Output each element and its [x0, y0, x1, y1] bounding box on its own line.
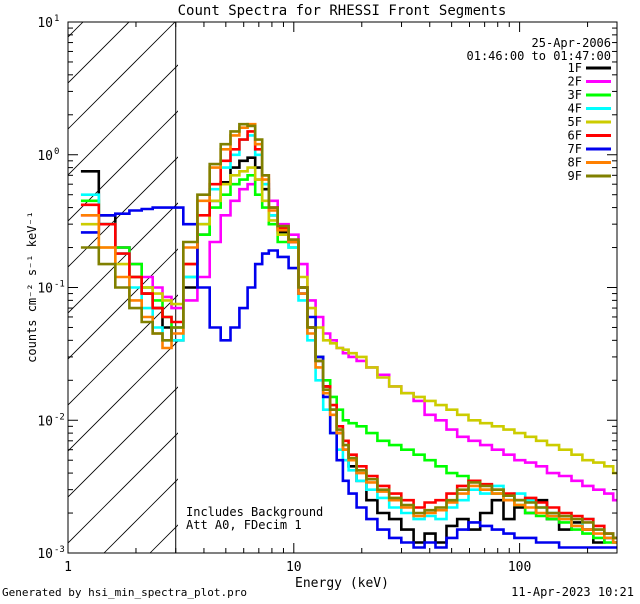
y-tick-base: 10	[37, 282, 53, 297]
hatch-line	[68, 294, 178, 406]
legend-label-4F: 4F	[568, 102, 582, 116]
hatch-line	[68, 156, 178, 268]
series-line-7F	[80, 206, 617, 549]
y-tick-exponent: -1	[54, 280, 65, 290]
hatch-line	[68, 22, 176, 130]
y-tick-exponent: 0	[54, 147, 59, 157]
legend-label-9F: 9F	[568, 169, 582, 183]
hatch-line	[68, 248, 178, 360]
time-range-label: 01:46:00 to 01:47:00	[467, 49, 612, 63]
y-tick-label: 10 1	[37, 14, 59, 31]
hatch-line	[68, 110, 178, 222]
y-tick-label: 10 -3	[37, 545, 65, 562]
y-tick-base: 10	[37, 16, 53, 31]
y-axis-label: counts cm⁻² s⁻¹ keV⁻¹	[25, 211, 39, 363]
chart-title: Count Spectra for RHESSI Front Segments	[178, 3, 507, 19]
y-tick-label: 10 -1	[37, 280, 65, 297]
x-tick-label: 100	[508, 560, 531, 575]
legend-label-6F: 6F	[568, 129, 582, 143]
legend-label-2F: 2F	[568, 75, 582, 89]
footer-timestamp: 11-Apr-2023 10:21	[511, 585, 634, 599]
hatch-line	[0, 0, 114, 553]
y-tick-label: 10 -2	[37, 412, 65, 429]
hatch-line	[68, 202, 178, 314]
series-line-9F	[80, 122, 617, 540]
y-tick-exponent: -3	[54, 545, 65, 555]
legend-label-7F: 7F	[568, 142, 582, 156]
hatch-line	[68, 386, 178, 498]
hatch-line	[149, 524, 178, 553]
footer-generator: Generated by hsi_min_spectra_plot.pro	[2, 586, 247, 599]
hatch-line	[68, 340, 178, 452]
legend-label-1F: 1F	[568, 61, 582, 75]
y-tick-base: 10	[37, 414, 53, 429]
legend-label-3F: 3F	[568, 88, 582, 102]
y-tick-exponent: -2	[54, 412, 65, 422]
date-label: 25-Apr-2006	[532, 36, 611, 50]
x-tick-labels: 1 10 100	[64, 560, 531, 575]
hatched-region	[0, 0, 178, 553]
axis-ticks	[67, 22, 617, 554]
y-tick-label: 10 0	[37, 147, 59, 164]
hatch-line	[68, 432, 178, 544]
legend-label-8F: 8F	[568, 156, 582, 170]
x-axis-label: Energy (keV)	[295, 576, 389, 591]
y-tick-base: 10	[37, 149, 53, 164]
legend-label-5F: 5F	[568, 115, 582, 129]
y-tick-base: 10	[37, 547, 53, 562]
x-tick-label: 10	[286, 560, 302, 575]
x-tick-label: 1	[64, 560, 72, 575]
annotation-attenuator: Att A0, FDecim 1	[186, 518, 302, 532]
series-group	[80, 122, 617, 549]
series-line-1F	[80, 156, 617, 544]
annotation-background: Includes Background	[186, 505, 323, 519]
series-line-3F	[80, 174, 617, 544]
y-tick-exponent: 1	[54, 14, 59, 24]
